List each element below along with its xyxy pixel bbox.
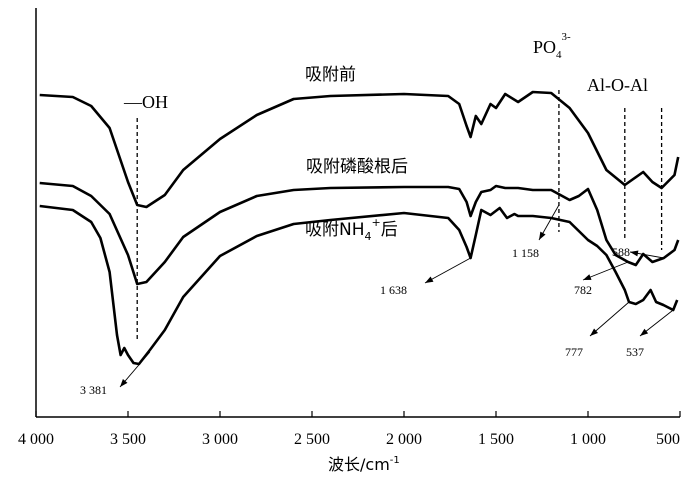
group-label-alo: Al-O-Al: [587, 75, 648, 95]
peak-label: 588: [612, 245, 630, 259]
x-tick-label: 1 000: [570, 431, 606, 448]
peak-arrow: [589, 301, 630, 337]
peak-arrowhead: [120, 378, 128, 387]
peak-label: 537: [626, 345, 644, 359]
spectra: [39, 90, 680, 366]
group-label-oh: —OH: [123, 92, 168, 112]
spectrum-before: [39, 90, 680, 209]
x-tick-label: 2 000: [386, 431, 422, 448]
peak-label: 782: [574, 283, 592, 297]
peak-arrowhead: [640, 328, 649, 336]
series-label-ammonium: 吸附NH4+后: [305, 216, 398, 243]
peak-label: 1 158: [512, 246, 539, 260]
peak-arrow: [424, 257, 471, 284]
x-tick-labels: 4 000 3 500 3 000 2 500 2 000 1 500 1 000 500: [18, 431, 680, 448]
peak-arrows: [119, 204, 674, 388]
x-tick-label: 3 500: [110, 431, 146, 448]
x-axis-label: 波长/cm-1: [328, 455, 400, 474]
spectrum-ammonium: [39, 204, 679, 366]
x-tick-label: 2 500: [294, 431, 330, 448]
peak-arrowhead: [539, 231, 546, 240]
peak-arrowhead: [425, 276, 434, 283]
series-label-before: 吸附前: [305, 65, 356, 85]
peak-arrowhead: [583, 274, 592, 280]
peak-arrowhead: [590, 328, 599, 336]
peak-label: 3 381: [80, 383, 107, 397]
peak-label: 1 638: [380, 283, 407, 297]
x-tick-label: 1 500: [478, 431, 514, 448]
peak-label: 777: [565, 345, 583, 359]
x-tick-label: 4 000: [18, 431, 54, 448]
spectrum-phosphate: [39, 181, 680, 286]
x-ticks: [35, 411, 681, 417]
peak-arrow: [582, 261, 629, 281]
series-label-phosphate: 吸附磷酸根后: [306, 157, 408, 177]
x-tick-label: 3 000: [202, 431, 238, 448]
peak-arrowhead: [630, 250, 639, 257]
reference-lines: [136, 90, 663, 342]
x-tick-label: 500: [656, 431, 680, 448]
group-label-po4: PO43-: [533, 31, 571, 61]
peak-labels: 3 381 1 638 1 158 782 588 777 537: [80, 245, 644, 397]
